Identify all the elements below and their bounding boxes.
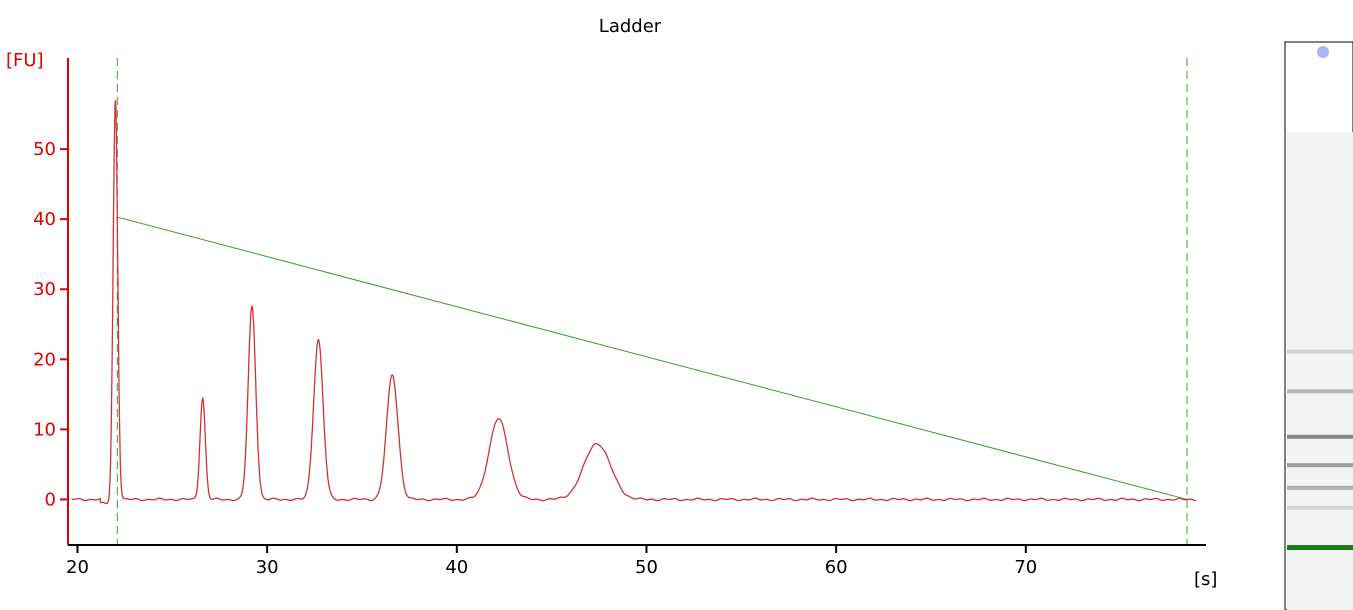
y-tick-label: 20 (33, 349, 56, 370)
gel-band-3 (1287, 434, 1353, 439)
trace-line (71, 100, 1197, 505)
gel-band-5 (1287, 485, 1353, 490)
alignment-line (117, 216, 1188, 500)
x-tick-label: 40 (445, 557, 468, 578)
x-tick-label: 30 (256, 557, 279, 578)
peak-point-6 (498, 418, 500, 420)
gel-band-7 (1287, 545, 1353, 551)
chart-title: Ladder (599, 16, 662, 37)
peak-point-1 (114, 99, 116, 101)
gel-band-2 (1287, 389, 1353, 394)
y-tick-label: 40 (33, 209, 56, 230)
peak-point-7 (596, 442, 598, 444)
x-axis-unit-label: [s] (1194, 569, 1217, 590)
gel-lane (1284, 41, 1353, 610)
lower-marker-dot (1317, 46, 1329, 58)
y-axis-unit-label: [FU] (6, 50, 44, 71)
y-tick-label: 30 (33, 279, 56, 300)
y-tick-label: 0 (45, 489, 56, 510)
axes: 0 10 20 30 40 50 20 30 40 50 60 70 (33, 58, 1206, 578)
x-tick-label: 20 (66, 557, 89, 578)
peak-point-4 (317, 339, 319, 341)
x-tick-label: 60 (825, 557, 848, 578)
peak-point-3 (251, 306, 253, 308)
x-tick-label: 70 (1014, 557, 1037, 578)
y-tick-label: 10 (33, 419, 56, 440)
gel-background (1287, 132, 1353, 610)
gel-band-4 (1287, 463, 1353, 468)
gel-band-6 (1287, 505, 1353, 510)
y-tick-label: 50 (33, 139, 56, 160)
x-tick-label: 50 (635, 557, 658, 578)
peak-point-2 (202, 397, 204, 399)
plot-area (71, 58, 1197, 545)
gel-band-1 (1287, 349, 1353, 354)
peak-point-5 (391, 374, 393, 376)
